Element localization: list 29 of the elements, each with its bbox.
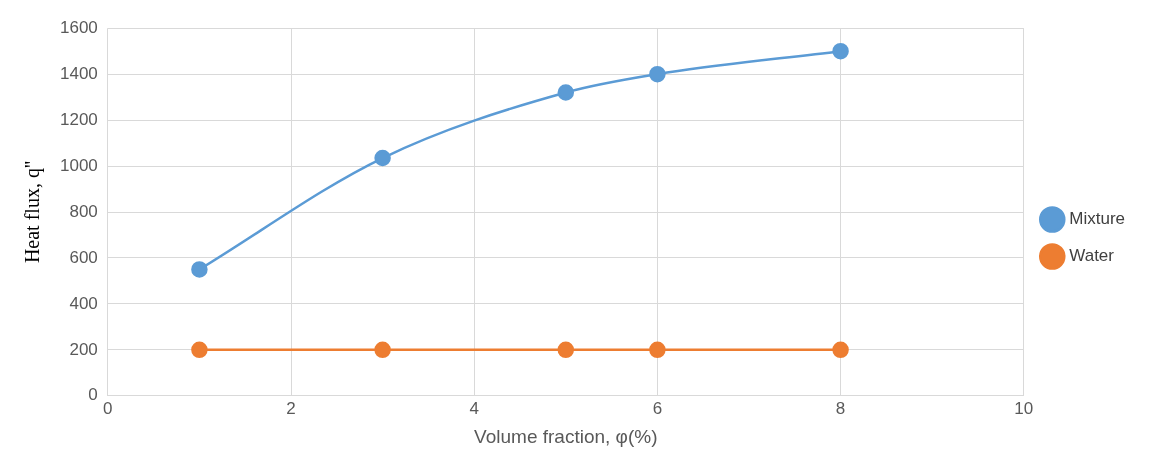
y-tick-label: 200 [69,339,98,359]
x-tick-label: 0 [103,398,113,418]
x-tick-label: 2 [286,398,296,418]
y-tick-label: 1600 [59,17,98,37]
point [557,341,575,359]
legend-label: Mixture [1069,209,1125,229]
point [374,341,391,359]
point [832,341,849,359]
point [191,341,208,359]
point [191,261,208,278]
x-tick-label: 6 [652,398,663,418]
x-tick-label: 8 [835,398,846,418]
y-tick-label: 0 [88,385,98,405]
point [832,42,849,60]
point [374,149,391,167]
x-tick-label: 10 [1014,398,1034,418]
x-axis-title: Volume fraction, φ(%) [474,425,658,447]
y-tick-label: 400 [69,293,98,313]
y-tick-label: 1200 [59,109,98,129]
y-axis-title: Heat flux, q'' [21,160,45,264]
x-tick-label: 4 [469,398,479,418]
y-tick-label: 1000 [59,155,98,175]
y-tick-label: 1400 [59,63,98,83]
y-tick-label: 800 [69,201,98,221]
point [649,65,666,83]
y-tick-label: 600 [69,247,98,267]
point [649,341,666,359]
point [557,84,575,101]
legend-label: Water [1069,246,1115,266]
